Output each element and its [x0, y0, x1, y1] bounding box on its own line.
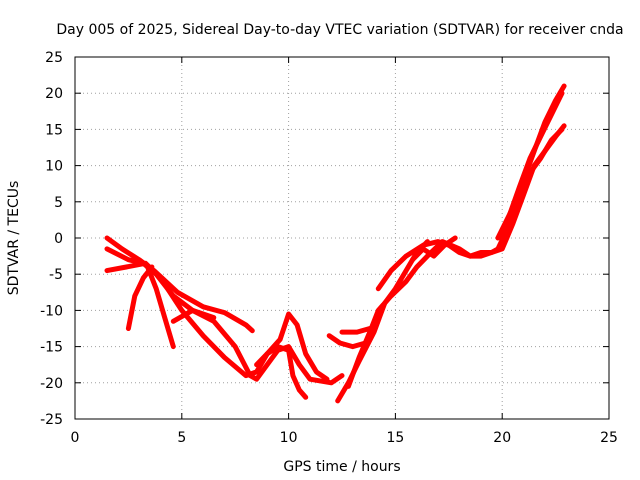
x-tick-label: 20: [493, 430, 511, 446]
series-track-6: [170, 307, 217, 324]
grid: [75, 57, 609, 419]
series-track-7: [254, 311, 330, 382]
series-track-9: [326, 333, 368, 350]
chart-title: Day 005 of 2025, Sidereal Day-to-day VTE…: [56, 22, 623, 38]
y-tick-label: 0: [54, 231, 63, 247]
x-tick-label: 25: [600, 430, 618, 446]
series-track-14: [504, 90, 565, 226]
x-tick-label: 10: [280, 430, 298, 446]
series-track-1: [104, 235, 255, 334]
y-tick-label: -25: [40, 412, 63, 428]
x-axis-label: GPS time / hours: [283, 459, 400, 475]
y-tick-label: 15: [45, 122, 63, 138]
y-axis-label: SDTVAR / TECUs: [6, 181, 22, 296]
y-tick-label: -5: [49, 267, 63, 283]
y-tick-label: 25: [45, 50, 63, 66]
x-tick-labels: 0 5 10 15 20 25: [71, 430, 618, 446]
data-series: [104, 83, 567, 404]
series-track-15: [410, 235, 458, 263]
y-tick-label: -15: [40, 340, 63, 356]
y-tick-label: 20: [45, 86, 63, 102]
x-tick-label: 0: [71, 430, 80, 446]
series-track-3: [104, 260, 309, 400]
axis-ticks: [74, 56, 610, 420]
y-tick-label: 10: [45, 159, 63, 175]
x-tick-label: 5: [177, 430, 186, 446]
y-tick-label: -10: [40, 303, 63, 319]
series-track-8: [339, 326, 373, 335]
y-tick-labels: 25 20 15 10 5 0 -5 -10 -15 -20 -25: [40, 50, 63, 428]
series-track-2: [104, 246, 345, 386]
series-track-12: [375, 83, 567, 292]
x-tick-label: 15: [386, 430, 404, 446]
y-tick-label: -20: [40, 376, 63, 392]
y-tick-label: 5: [54, 195, 63, 211]
series-track-5: [145, 264, 176, 350]
series-track-4: [125, 264, 155, 331]
